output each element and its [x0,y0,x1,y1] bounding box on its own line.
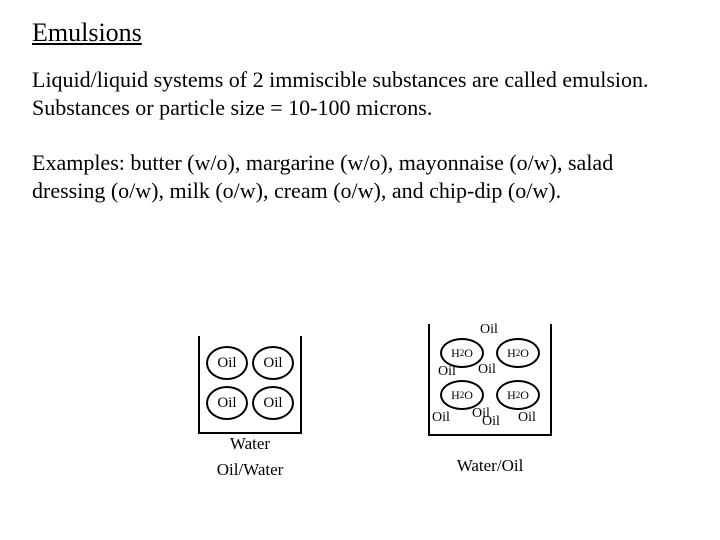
oil-droplet: Oil [252,346,294,380]
oil-medium-label: Oil [480,322,498,338]
beaker-water-in-oil: Oil H2O H2O Oil Oil H2O H2O Oil Oil Oil … [428,324,552,436]
paragraph-definition: Liquid/liquid systems of 2 immiscible su… [32,66,688,121]
oil-droplet: Oil [206,386,248,420]
paragraph-examples: Examples: butter (w/o), margarine (w/o),… [32,149,688,204]
medium-label-water: Water [200,434,300,454]
oil-medium-label: Oil [478,362,496,378]
page-title: Emulsions [32,18,688,48]
oil-medium-label: Oil [518,410,536,426]
oil-droplet: Oil [206,346,248,380]
caption-water-oil: Water/Oil [428,456,552,476]
oil-medium-label: Oil [432,410,450,426]
oil-droplet: Oil [252,386,294,420]
oil-medium-label: Oil [438,364,456,380]
water-droplet: H2O [496,380,540,410]
oil-medium-label: Oil [482,414,500,430]
diagram-area: Oil Oil Oil Oil Water Oil/Water Oil H2O … [0,320,720,520]
caption-oil-water: Oil/Water [198,460,302,480]
water-droplet: H2O [496,338,540,368]
beaker-oil-in-water: Oil Oil Oil Oil Water [198,336,302,434]
